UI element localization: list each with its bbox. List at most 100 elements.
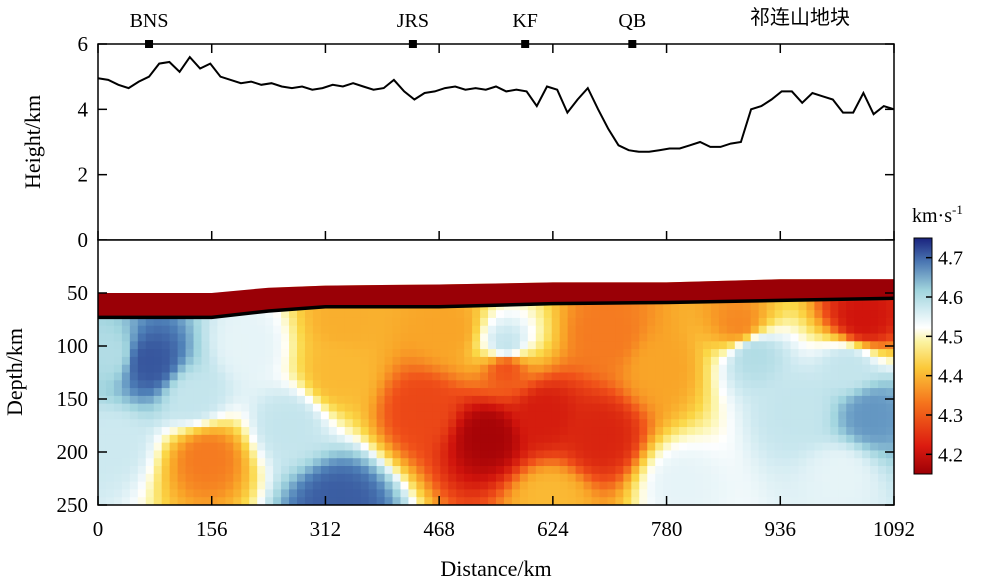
velocity-cell: [519, 380, 529, 389]
velocity-cell: [774, 481, 784, 491]
velocity-cell: [511, 325, 521, 335]
velocity-cell: [408, 325, 417, 335]
velocity-cell: [774, 317, 784, 327]
velocity-cell: [806, 419, 815, 428]
velocity-cell: [408, 442, 417, 452]
velocity-cell: [846, 434, 855, 444]
velocity-cell: [312, 473, 322, 483]
velocity-cell: [496, 395, 505, 405]
topo-y-tick-label: 2: [78, 163, 89, 187]
velocity-cell: [503, 442, 513, 452]
velocity-cell: [798, 419, 808, 428]
velocity-cell: [249, 411, 258, 420]
velocity-cell: [750, 317, 760, 327]
velocity-cell: [464, 403, 473, 413]
velocity-cell: [647, 458, 656, 467]
velocity-cell: [862, 310, 871, 319]
velocity-cell: [726, 481, 736, 491]
velocity-cell: [623, 419, 632, 428]
velocity-cell: [304, 341, 314, 350]
velocity-cell: [312, 411, 322, 420]
velocity-cell: [631, 388, 640, 397]
velocity-cell: [575, 458, 585, 467]
velocity-cell: [328, 325, 338, 335]
velocity-cell: [846, 427, 855, 436]
velocity-cell: [535, 372, 545, 381]
velocity-cell: [360, 310, 370, 319]
velocity-cell: [862, 349, 871, 358]
velocity-cell: [137, 333, 147, 342]
velocity-cell: [623, 388, 632, 397]
velocity-cell: [766, 356, 776, 366]
velocity-cell: [854, 419, 863, 428]
velocity-cell: [583, 310, 593, 319]
velocity-cell: [631, 395, 640, 405]
velocity-cell: [591, 364, 601, 374]
velocity-cell: [472, 450, 481, 459]
fault-marker-label: BNS: [130, 10, 169, 32]
velocity-cell: [408, 481, 417, 491]
velocity-cell: [559, 427, 569, 436]
velocity-cell: [766, 341, 776, 350]
velocity-cell: [368, 403, 378, 413]
velocity-cell: [273, 341, 282, 350]
velocity-cell: [774, 466, 784, 475]
velocity-cell: [153, 380, 163, 389]
velocity-cell: [304, 356, 314, 366]
velocity-cell: [687, 497, 696, 505]
velocity-cell: [687, 302, 696, 311]
velocity-cell: [519, 333, 529, 342]
velocity-cell: [671, 372, 680, 381]
velocity-cell: [328, 411, 338, 420]
velocity-cell: [695, 427, 704, 436]
velocity-cell: [392, 458, 402, 467]
velocity-cell: [153, 411, 163, 420]
velocity-cell: [854, 442, 863, 452]
velocity-cell: [822, 497, 831, 505]
velocity-cell: [870, 317, 879, 327]
x-tick-label: 156: [196, 517, 228, 541]
velocity-cell: [830, 388, 839, 397]
velocity-cell: [368, 473, 378, 483]
velocity-cell: [766, 473, 776, 483]
velocity-cell: [838, 302, 847, 311]
velocity-cell: [448, 333, 457, 342]
velocity-cell: [336, 317, 346, 327]
velocity-cell: [297, 364, 306, 374]
velocity-cell: [870, 497, 879, 505]
velocity-cell: [424, 395, 433, 405]
velocity-cell: [225, 388, 234, 397]
velocity-cell: [121, 450, 131, 459]
velocity-cell: [567, 310, 577, 319]
velocity-cell: [798, 380, 808, 389]
velocity-cell: [344, 450, 354, 459]
velocity-cell: [846, 458, 855, 467]
velocity-cell: [281, 380, 290, 389]
velocity-cell: [527, 356, 537, 366]
velocity-cell: [201, 356, 211, 366]
velocity-cell: [615, 434, 624, 444]
velocity-cell: [774, 427, 784, 436]
velocity-cell: [145, 333, 155, 342]
velocity-cell: [535, 317, 545, 327]
velocity-cell: [392, 466, 402, 475]
velocity-cell: [233, 458, 242, 467]
velocity-cell: [376, 427, 386, 436]
velocity-cell: [161, 349, 171, 358]
velocity-cell: [615, 388, 624, 397]
velocity-cell: [806, 489, 815, 498]
velocity-cell: [392, 317, 402, 327]
velocity-cell: [862, 317, 871, 327]
velocity-cell: [798, 388, 808, 397]
velocity-cell: [169, 411, 179, 420]
velocity-cell: [710, 434, 720, 444]
velocity-cell: [121, 442, 131, 452]
velocity-cell: [352, 481, 362, 491]
velocity-cell: [527, 395, 537, 405]
velocity-cell: [98, 450, 107, 459]
velocity-cell: [328, 395, 338, 405]
velocity-cell: [758, 333, 768, 342]
velocity-cell: [129, 481, 139, 491]
velocity-cell: [488, 356, 497, 366]
velocity-cell: [480, 388, 489, 397]
